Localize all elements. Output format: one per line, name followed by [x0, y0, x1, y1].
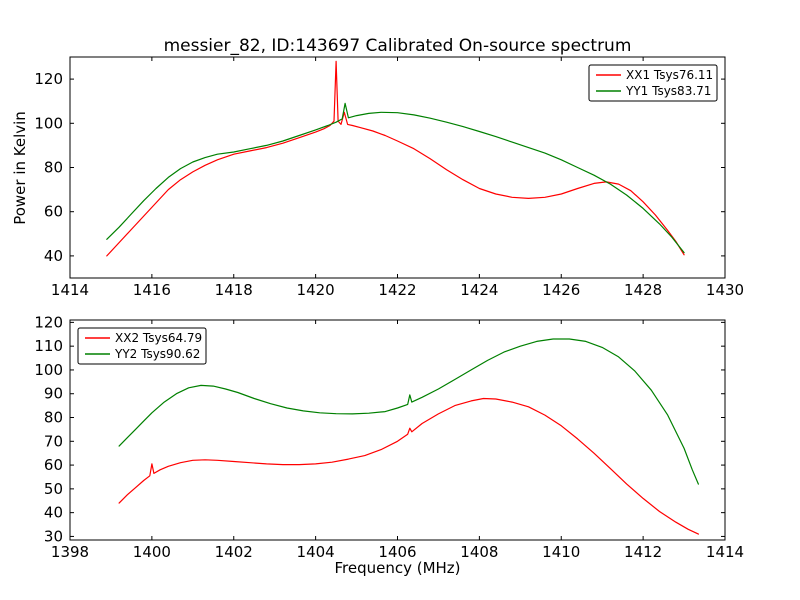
y-tick-label: 30 — [44, 527, 63, 545]
legend-top-spectrum: XX1 Tsys76.11 YY1 Tsys83.71 — [588, 64, 718, 102]
y-tick-label: 60 — [44, 203, 63, 221]
y-tick-label: 40 — [44, 504, 63, 522]
legend-bottom-spectrum: XX2 Tsys64.79 YY2 Tsys90.62 — [77, 327, 207, 365]
series-line-XX2 — [118, 397, 700, 535]
series-line-YY1 — [106, 102, 685, 254]
series-line-XX1 — [106, 60, 685, 257]
x-tick-label: 1406 — [378, 543, 416, 561]
legend-label: XX2 Tsys64.79 — [115, 331, 202, 345]
y-tick-label: 70 — [44, 432, 63, 450]
top-spectrum: 1414 1416 1418 1420 1422 1424 1426 1428 1430 40 60… — [34, 56, 744, 299]
y-tick-label: 120 — [34, 313, 63, 331]
y-tick-label: 100 — [34, 114, 63, 132]
x-tick-label: 1398 — [51, 543, 89, 561]
y-tick-label: 80 — [44, 159, 63, 177]
y-tick-label: 80 — [44, 409, 63, 427]
legend-label: YY1 Tsys83.71 — [625, 84, 711, 98]
bottom-spectrum: 1398 1400 1402 1404 1406 1408 1410 1412 1414 30 40… — [34, 313, 744, 561]
x-tick-label: 1408 — [460, 543, 498, 561]
x-axis-label: Frequency (MHz) — [334, 559, 461, 577]
x-tick-label: 1402 — [215, 543, 253, 561]
x-tick-label: 1410 — [542, 543, 580, 561]
x-tick-label: 1420 — [297, 281, 335, 299]
x-tick-label: 1400 — [133, 543, 171, 561]
figure-title: messier_82, ID:143697 Calibrated On-sour… — [163, 36, 632, 56]
y-tick-label: 50 — [44, 480, 63, 498]
y-tick-label: 120 — [34, 70, 63, 88]
series-line-YY2 — [118, 338, 700, 485]
legend-box — [77, 327, 207, 365]
y-tick-label: 100 — [34, 361, 63, 379]
y-tick-label: 40 — [44, 247, 63, 265]
x-tick-label: 1414 — [706, 543, 744, 561]
y-tick-label: 60 — [44, 456, 63, 474]
x-tick-label: 1412 — [624, 543, 662, 561]
legend-box — [588, 64, 718, 102]
x-tick-label: 1430 — [706, 281, 744, 299]
x-tick-label: 1424 — [460, 281, 498, 299]
x-tick-label: 1428 — [624, 281, 662, 299]
x-tick-label: 1426 — [542, 281, 580, 299]
legend-label: YY2 Tsys90.62 — [114, 347, 200, 361]
x-tick-label: 1416 — [133, 281, 171, 299]
legend-label: XX1 Tsys76.11 — [626, 68, 713, 82]
x-tick-label: 1418 — [215, 281, 253, 299]
x-tick-label: 1404 — [297, 543, 335, 561]
y-tick-label: 110 — [34, 337, 63, 355]
x-tick-label: 1414 — [51, 281, 89, 299]
y-tick-label: 90 — [44, 385, 63, 403]
x-tick-label: 1422 — [378, 281, 416, 299]
